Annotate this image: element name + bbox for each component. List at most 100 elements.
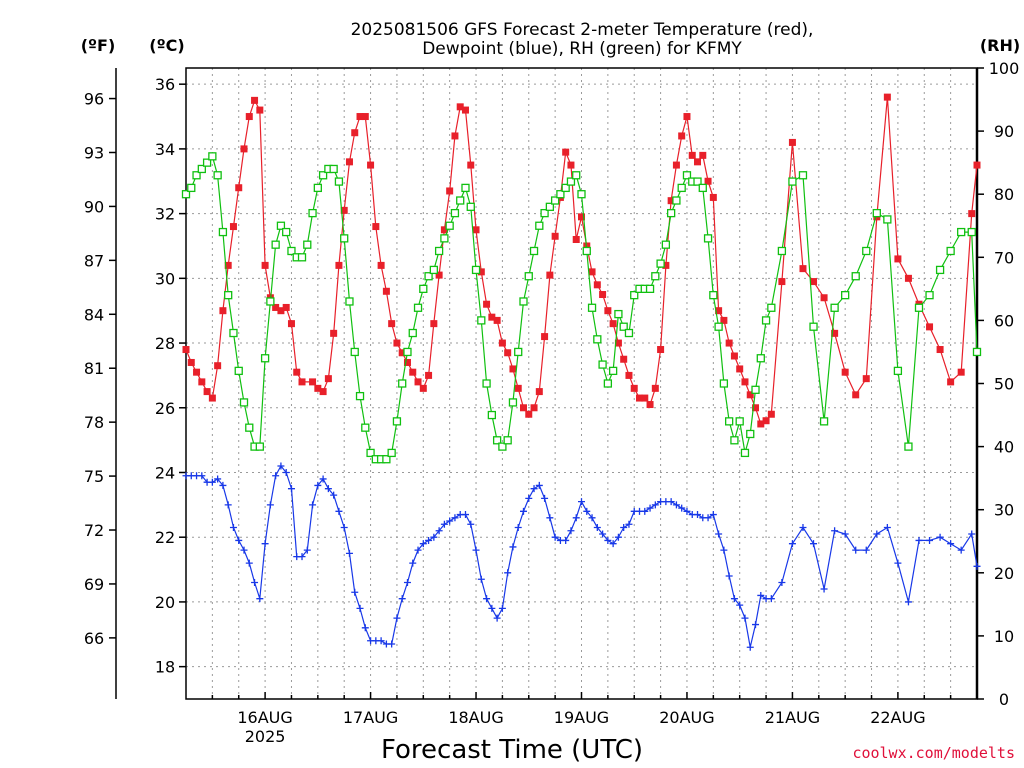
dewpoint-point [319, 475, 327, 483]
rh-point [297, 253, 307, 262]
temperature-point [446, 187, 454, 195]
temperature-point [351, 129, 359, 137]
axis-ticks: 18 20 22 24 26 28 30 32 34 36 66 69 72 75 78 81 84 87 90 93… [84, 59, 1019, 746]
dewpoint-point [852, 546, 860, 554]
temperature-point [973, 161, 981, 169]
temperature-point [883, 93, 891, 101]
x-tick-year-label: 2025 [245, 727, 286, 746]
dewpoint-point [583, 507, 591, 515]
rh-point [224, 291, 233, 300]
temperature-point [662, 261, 670, 269]
dewpoint-point [467, 520, 475, 528]
rh-tick-label: 40 [994, 438, 1014, 457]
temperature-point [894, 255, 902, 263]
rh-point [208, 152, 217, 161]
rh-point [893, 366, 903, 376]
fahrenheit-tick-label: 87 [84, 251, 104, 270]
temperature-point [725, 339, 733, 347]
rh-point [456, 196, 465, 205]
fahrenheit-tick-label: 78 [84, 413, 104, 432]
rh-point [809, 322, 818, 331]
temperature-point [720, 316, 728, 324]
dewpoint-point [493, 614, 501, 622]
rh-point [666, 208, 676, 218]
temperature-point [678, 132, 686, 140]
rh-point [545, 202, 555, 211]
rh-point [904, 442, 913, 451]
rh-point [851, 272, 860, 281]
temperature-point [630, 384, 638, 392]
temperature-point [229, 223, 237, 231]
temperature-point [256, 106, 264, 114]
rh-point [192, 171, 201, 180]
rh-point [450, 208, 460, 218]
rh-point [556, 190, 565, 199]
rh-point [566, 177, 576, 186]
rh-point [730, 436, 739, 445]
rh-point [419, 284, 428, 294]
temperature-point [672, 161, 680, 169]
temperature-point [440, 226, 448, 234]
temperature-point [741, 378, 749, 386]
dewpoint-point [235, 536, 243, 544]
dewpoint-point [314, 481, 322, 489]
rh-point [598, 360, 607, 369]
x-tick-label: 17AUG [343, 708, 398, 727]
temperature-point [182, 346, 190, 354]
x-tick-label: 18AUG [448, 708, 503, 727]
dewpoint-point [667, 498, 675, 506]
dewpoint-point [345, 549, 353, 557]
rh-point [529, 246, 539, 256]
temperature-point [214, 362, 222, 370]
fahrenheit-tick-label: 90 [84, 197, 104, 216]
dewpoint-point [356, 604, 364, 612]
dewpoint-point [704, 514, 712, 522]
fahrenheit-tick-label: 72 [84, 521, 104, 540]
temperature-point [530, 404, 538, 412]
rh-point [946, 246, 955, 256]
temperature-point [541, 333, 549, 341]
rh-point [276, 221, 286, 230]
temperature-point [519, 404, 527, 412]
rh-point [355, 391, 365, 401]
temperature-point [904, 274, 912, 282]
dewpoint-point [894, 559, 902, 567]
temperature-point [240, 145, 248, 153]
dewpoint-point [488, 604, 496, 612]
fahrenheit-tick-label: 84 [84, 305, 104, 324]
rh-tick-label: 20 [994, 564, 1014, 583]
rh-point [202, 158, 212, 167]
rh-tick-label: 80 [994, 185, 1014, 204]
rh-point [561, 183, 570, 193]
dewpoint-point [309, 501, 317, 509]
dewpoint-point [525, 494, 533, 502]
rh-point [550, 196, 560, 205]
rh-point [508, 398, 518, 407]
dewpoint-point [461, 511, 469, 519]
rh-point [672, 196, 681, 205]
rh-point [819, 417, 829, 426]
temperature-point [367, 161, 375, 169]
rh-point [429, 265, 438, 275]
rh-point [434, 246, 444, 256]
temperature-point [224, 261, 232, 269]
temperature-point [968, 210, 976, 218]
dewpoint-point [973, 562, 981, 570]
temperature-point [488, 313, 496, 321]
temperature-point [425, 371, 433, 379]
rh-point [603, 379, 613, 388]
rh-point [329, 164, 338, 174]
rh-tick-label: 90 [994, 122, 1014, 141]
rh-point [392, 417, 402, 426]
dewpoint-point [572, 514, 580, 522]
rh-point [883, 215, 892, 224]
dewpoint-point [599, 530, 607, 538]
rh-point [498, 442, 507, 451]
dewpoint-point [440, 520, 448, 528]
rh-point [788, 177, 797, 186]
temperature-point [604, 307, 612, 315]
temperature-point [562, 148, 570, 156]
dewpoint-point [968, 530, 976, 538]
temperature-point [287, 320, 295, 328]
